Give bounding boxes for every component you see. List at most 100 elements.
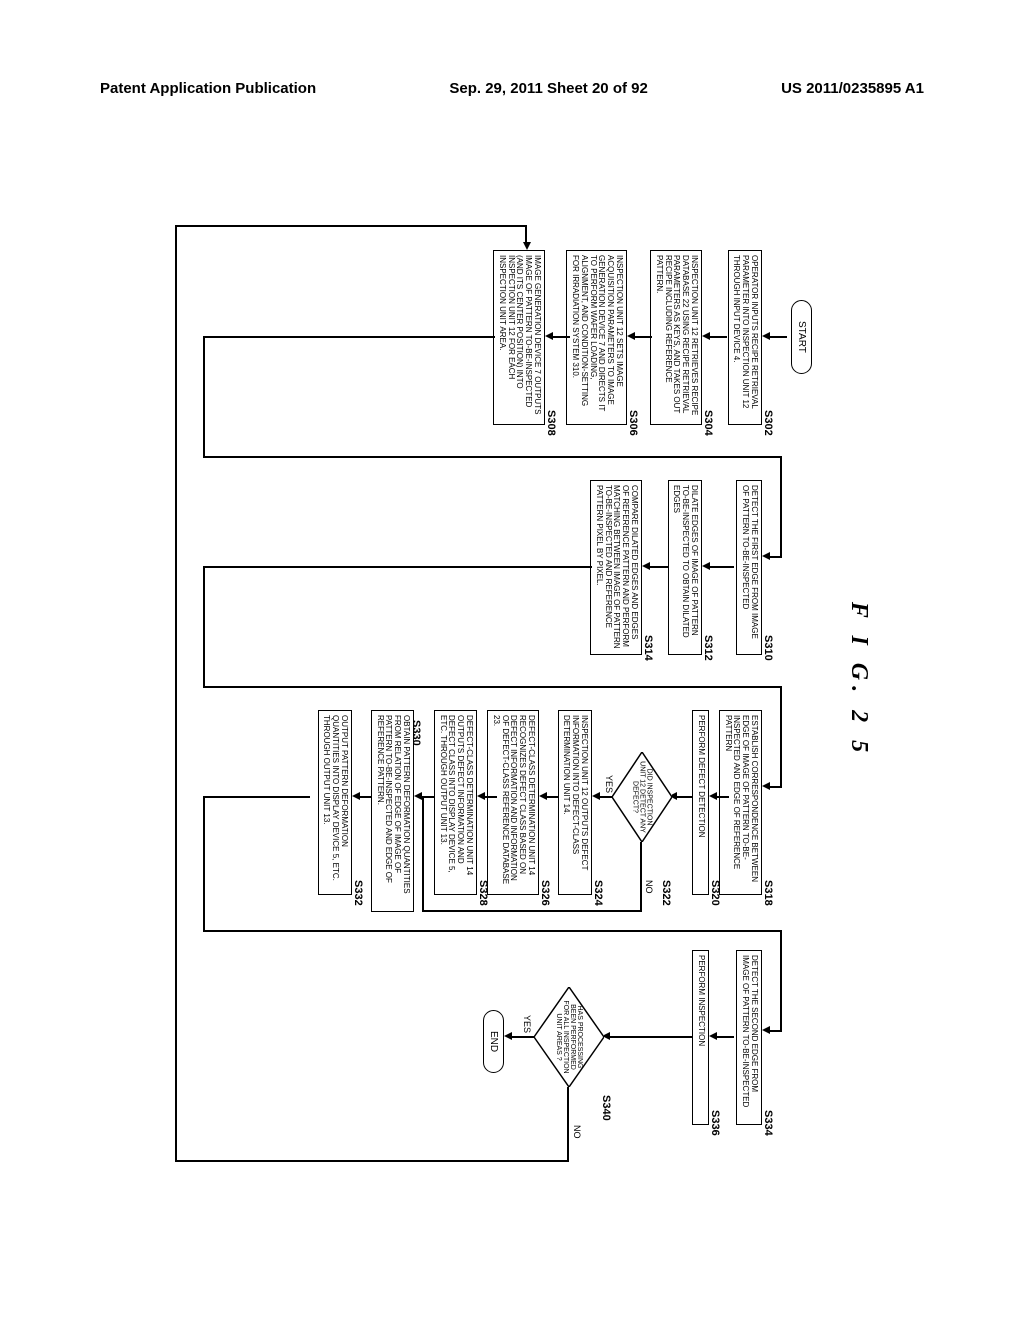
- arrow: [203, 336, 205, 456]
- step-text: OPERATOR INPUTS RECIPE RETRIEVAL PARAMET…: [732, 255, 759, 409]
- step-s326: DEFECT-CLASS DETERMINATION UNIT 14 RECOG…: [487, 710, 539, 895]
- arrow-head: [709, 792, 717, 800]
- arrow-head: [504, 1032, 512, 1040]
- page-header: Patent Application Publication Sep. 29, …: [0, 0, 1024, 107]
- arrow: [767, 336, 787, 338]
- step-label: S318: [762, 880, 774, 906]
- arrow: [203, 930, 782, 932]
- arrow-head: [762, 782, 770, 790]
- arrow-head: [352, 792, 360, 800]
- arrow: [177, 1160, 569, 1162]
- arrow-head: [762, 552, 770, 560]
- arrow: [424, 910, 642, 912]
- arrow: [632, 336, 652, 338]
- step-label: S334: [762, 1110, 774, 1136]
- arrow: [707, 566, 734, 568]
- step-label: S326: [539, 880, 551, 906]
- step-s302: OPERATOR INPUTS RECIPE RETRIEVAL PARAMET…: [728, 250, 762, 425]
- step-text: DETECT THE SECOND EDGE FROM IMAGE OF PAT…: [741, 955, 759, 1107]
- step-s306: INSPECTION UNIT 12 SETS IMAGE ACQUISITIO…: [566, 250, 627, 425]
- step-s318: ESTABLISH CORRESPONDENCE BETWEEN EDGE OF…: [719, 710, 762, 895]
- step-s304: INSPECTION UNIT 12 RETRIEVES RECIPE DATA…: [650, 250, 702, 425]
- step-text: DEFECT-CLASS DETERMINATION UNIT 14 OUTPU…: [439, 715, 474, 875]
- arrow-head: [702, 332, 710, 340]
- decision-text: HAS PROCESSING BEEN PERFORMED FOR ALL IN…: [555, 1000, 583, 1075]
- step-text: DILATE EDGES OF IMAGE OF PATTERN TO-BE-I…: [672, 485, 699, 638]
- arrow-head: [545, 332, 553, 340]
- start-terminator: START: [791, 300, 812, 374]
- arrow-head: [702, 562, 710, 570]
- arrow: [550, 336, 570, 338]
- arrow-head: [592, 792, 600, 800]
- arrow-head: [709, 1032, 717, 1040]
- arrow: [175, 225, 527, 227]
- step-s330: OBTAIN PATTERN DEFORMATION QUANTITIES FR…: [371, 710, 414, 912]
- yes-label: YES: [522, 1015, 532, 1033]
- decision-s322: DID INSPECTION UNIT 12 DETECT ANY DEFECT…: [612, 752, 672, 842]
- step-label: S310: [762, 635, 774, 661]
- end-terminator: END: [483, 1010, 504, 1073]
- step-s312: DILATE EDGES OF IMAGE OF PATTERN TO-BE-I…: [668, 480, 702, 655]
- step-label: S324: [592, 880, 604, 906]
- no-label: NO: [572, 1125, 582, 1139]
- figure-title: F I G. 2 5: [845, 602, 872, 758]
- arrow: [640, 842, 642, 912]
- page-body: F I G. 2 5 START S302 OPERATOR INPUTS RE…: [0, 130, 1024, 1230]
- arrow-head: [523, 242, 531, 250]
- decision-text: DID INSPECTION UNIT 12 DETECT ANY DEFECT…: [632, 760, 653, 835]
- step-text: COMPARE DILATED EDGES AND EDGES OF REFER…: [595, 485, 639, 649]
- step-label: S308: [545, 410, 557, 436]
- arrow: [780, 930, 782, 1030]
- arrow-head: [477, 792, 485, 800]
- arrow: [203, 796, 205, 930]
- yes-label: YES: [604, 775, 614, 793]
- step-text: PERFORM INSPECTION: [697, 955, 706, 1046]
- arrow-head: [627, 332, 635, 340]
- arrow: [175, 225, 177, 1162]
- start-label: START: [796, 321, 807, 353]
- arrow: [780, 686, 782, 786]
- step-text: ESTABLISH CORRESPONDENCE BETWEEN EDGE OF…: [724, 715, 759, 882]
- step-text: PERFORM DEFECT DETECTION: [697, 715, 706, 838]
- step-s332: OUTPUT PATTERN DEFORMATION QUANTITIES IN…: [318, 710, 352, 895]
- arrow: [714, 1036, 734, 1038]
- step-text: INSPECTION UNIT 12 SETS IMAGE ACQUISITIO…: [571, 255, 624, 411]
- step-text: DETECT THE FIRST EDGE FROM IMAGE OF PATT…: [741, 485, 759, 639]
- step-label: S304: [702, 410, 714, 436]
- step-s336: PERFORM INSPECTION: [692, 950, 709, 1125]
- end-label: END: [488, 1031, 499, 1052]
- arrow: [607, 1036, 692, 1038]
- flowchart: START S302 OPERATOR INPUTS RECIPE RETRIE…: [162, 180, 832, 1180]
- decision-s340: HAS PROCESSING BEEN PERFORMED FOR ALL IN…: [534, 987, 604, 1087]
- step-label: S312: [702, 635, 714, 661]
- step-s324: INSPECTION UNIT 12 OUTPUTS DEFECT INFORM…: [558, 710, 592, 895]
- step-s320: PERFORM DEFECT DETECTION: [692, 710, 709, 895]
- step-s314: COMPARE DILATED EDGES AND EDGES OF REFER…: [590, 480, 642, 655]
- step-text: DEFECT-CLASS DETERMINATION UNIT 14 RECOG…: [492, 715, 536, 884]
- arrow: [205, 336, 495, 338]
- no-label: NO: [644, 880, 654, 894]
- arrow-head: [762, 1026, 770, 1034]
- arrow: [205, 796, 310, 798]
- header-patent-number: US 2011/0235895 A1: [781, 80, 924, 97]
- step-text: INSPECTION UNIT 12 RETRIEVES RECIPE DATA…: [655, 255, 699, 415]
- arrow-head: [539, 792, 547, 800]
- arrow: [509, 1036, 534, 1038]
- header-publication: Patent Application Publication: [100, 80, 316, 97]
- step-text: IMAGE GENERATION DEVICE 7 OUTPUTS IMAGE …: [498, 255, 542, 414]
- step-label: S302: [762, 410, 774, 436]
- step-s310: DETECT THE FIRST EDGE FROM IMAGE OF PATT…: [736, 480, 762, 655]
- step-text: OBTAIN PATTERN DEFORMATION QUANTITIES FR…: [376, 715, 411, 894]
- step-label: S340: [600, 1095, 612, 1121]
- arrow: [205, 566, 592, 568]
- step-text: OUTPUT PATTERN DEFORMATION QUANTITIES IN…: [322, 715, 349, 881]
- step-s308: IMAGE GENERATION DEVICE 7 OUTPUTS IMAGE …: [493, 250, 545, 425]
- arrow-head: [762, 332, 770, 340]
- arrow-head: [642, 562, 650, 570]
- header-sheet: Sep. 29, 2011 Sheet 20 of 92: [449, 80, 647, 97]
- step-label: S306: [627, 410, 639, 436]
- step-s334: DETECT THE SECOND EDGE FROM IMAGE OF PAT…: [736, 950, 762, 1125]
- arrow: [203, 566, 205, 686]
- step-label: S328: [477, 880, 489, 906]
- step-s328: DEFECT-CLASS DETERMINATION UNIT 14 OUTPU…: [434, 710, 477, 895]
